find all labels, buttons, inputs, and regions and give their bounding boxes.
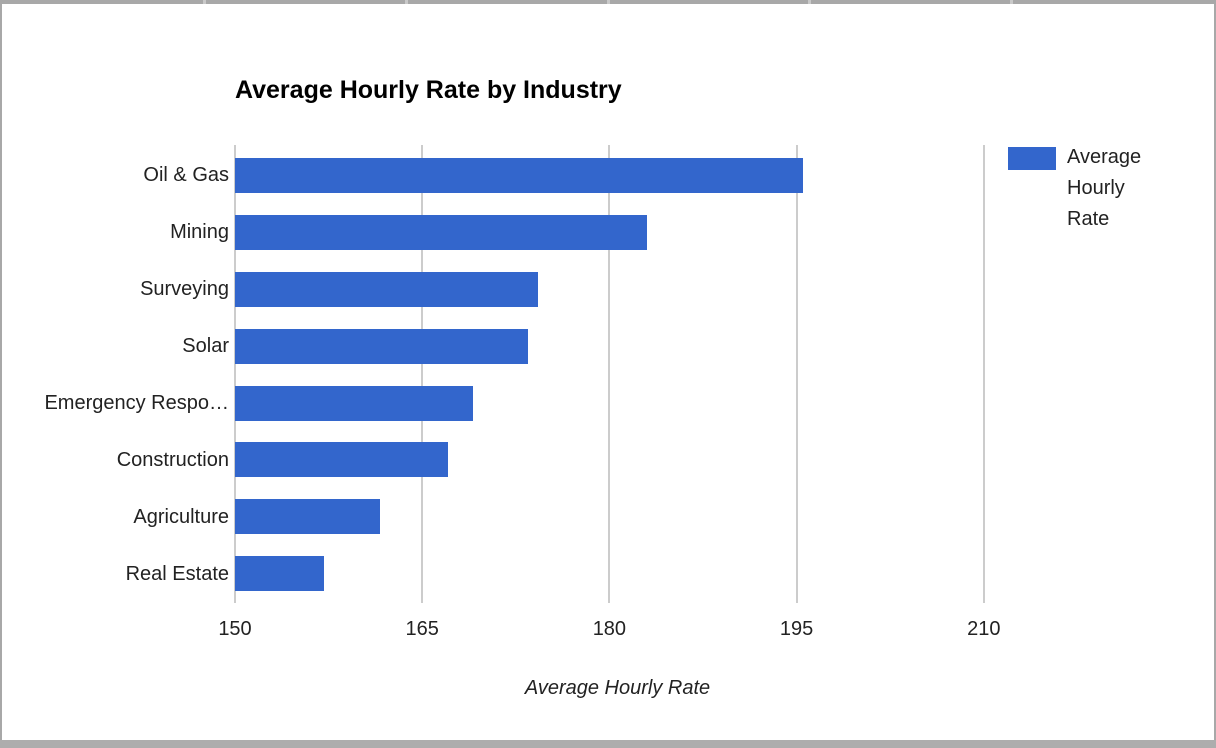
ruler-notch xyxy=(1010,0,1013,4)
frame-right-border xyxy=(1214,0,1216,748)
category-label: Oil & Gas xyxy=(143,164,229,187)
category-label: Agriculture xyxy=(133,505,229,528)
x-axis-tick-label: 210 xyxy=(967,618,1001,640)
bar[interactable] xyxy=(235,556,324,592)
ruler-notch xyxy=(405,0,408,4)
ruler-notch xyxy=(808,0,811,4)
category-label: Emergency Respo… xyxy=(44,392,229,415)
category-label: Mining xyxy=(170,221,229,244)
ruler-notch xyxy=(203,0,206,4)
category-label: Construction xyxy=(116,448,229,471)
bar[interactable] xyxy=(235,214,647,250)
bar[interactable] xyxy=(235,442,449,478)
gridline xyxy=(982,145,985,603)
x-axis-title: Average Hourly Rate xyxy=(524,677,711,699)
bar[interactable] xyxy=(235,157,803,193)
bar[interactable] xyxy=(235,328,529,364)
category-label: Real Estate xyxy=(125,562,229,585)
legend[interactable]: Average Hourly Rate xyxy=(1008,142,1183,235)
gridline xyxy=(795,145,798,603)
ruler-notch xyxy=(607,0,610,4)
x-axis-tick-label: 150 xyxy=(218,618,252,640)
gridline xyxy=(234,145,236,603)
x-axis-tick-label: 195 xyxy=(779,618,814,640)
spreadsheet-bottom-edge xyxy=(0,740,1216,748)
bar[interactable] xyxy=(235,499,380,535)
category-label: Solar xyxy=(182,335,229,358)
x-axis-tick-label: 165 xyxy=(405,618,439,640)
bar[interactable] xyxy=(235,385,474,421)
frame-left-border xyxy=(0,0,2,748)
gridline xyxy=(421,145,424,603)
legend-label: Average Hourly Rate xyxy=(1067,146,1142,230)
category-label: Surveying xyxy=(140,278,229,301)
x-axis-tick-label: 180 xyxy=(592,618,627,640)
chart-title: Average Hourly Rate by Industry xyxy=(235,76,622,104)
gridline xyxy=(608,145,611,603)
bar[interactable] xyxy=(235,271,539,307)
legend-swatch xyxy=(1008,147,1056,170)
